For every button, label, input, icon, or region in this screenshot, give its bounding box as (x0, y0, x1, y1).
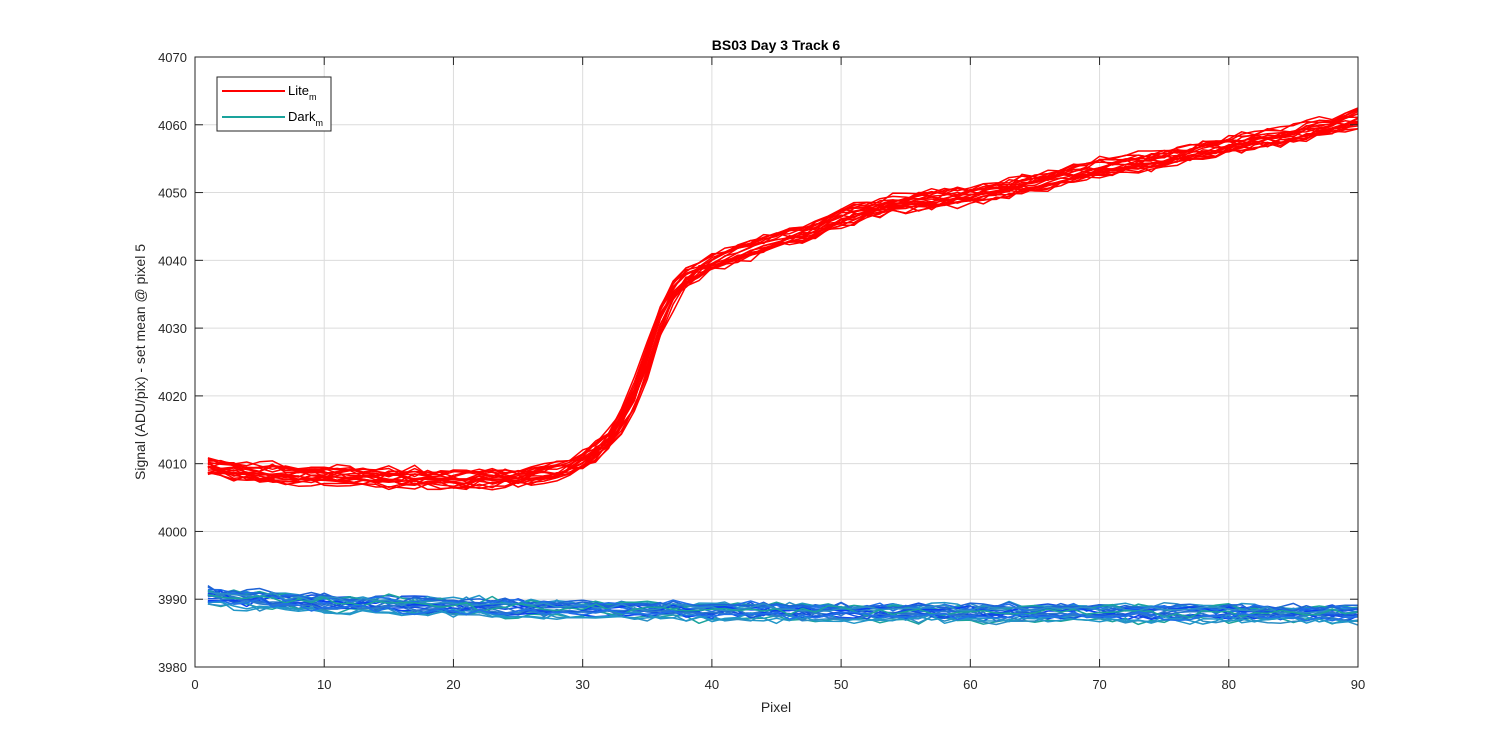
lite-series-line (207, 107, 1359, 478)
y-tick-label: 4010 (158, 457, 187, 472)
y-tick-label: 3990 (158, 592, 187, 607)
legend-label-lite-text: Lite (288, 83, 309, 98)
legend-label-lite: Litem (288, 83, 316, 102)
legend-label-dark: Darkm (288, 109, 323, 128)
y-tick-label: 4050 (158, 186, 187, 201)
y-tick-label: 4070 (158, 50, 187, 65)
y-tick-label: 4000 (158, 524, 187, 539)
legend-label-dark-text: Dark (288, 109, 316, 124)
lite-series-line (207, 113, 1359, 481)
dark-series-line (207, 597, 1359, 622)
legend-label-dark-subscript: m (315, 118, 323, 128)
x-tick-label: 60 (963, 677, 977, 692)
dark-series-line (207, 600, 1359, 625)
x-tick-label: 50 (834, 677, 848, 692)
plot-frame (194, 56, 1359, 668)
x-tick-label: 80 (1222, 677, 1236, 692)
plot-area (195, 57, 1358, 667)
y-tick-label: 4030 (158, 321, 187, 336)
legend-label-lite-subscript: m (309, 92, 317, 102)
y-tick-label: 4060 (158, 118, 187, 133)
x-tick-label: 40 (705, 677, 719, 692)
x-axis-title: Pixel (761, 699, 791, 715)
x-tick-label: 0 (191, 677, 198, 692)
legend: Litem Darkm (216, 76, 332, 132)
chart-title: BS03 Day 3 Track 6 (712, 37, 841, 53)
y-tick-label: 4040 (158, 253, 187, 268)
lite-series-line (207, 127, 1359, 491)
x-tick-label: 10 (317, 677, 331, 692)
x-tick-label: 70 (1092, 677, 1106, 692)
lite-series-line (207, 117, 1359, 488)
legend-box (216, 76, 332, 132)
x-tick-label: 90 (1351, 677, 1365, 692)
x-tick-label: 30 (575, 677, 589, 692)
x-tick-label: 20 (446, 677, 460, 692)
y-tick-label: 4020 (158, 389, 187, 404)
series-group (207, 107, 1359, 626)
ticks: 0 10 20 30 40 50 60 70 80 90398039904000401040204… (158, 50, 1365, 692)
y-tick-label: 3980 (158, 660, 187, 675)
dark-series-line (207, 591, 1359, 615)
y-axis-title: Signal (ADU/pix) - set mean @ pixel 5 (132, 244, 148, 480)
